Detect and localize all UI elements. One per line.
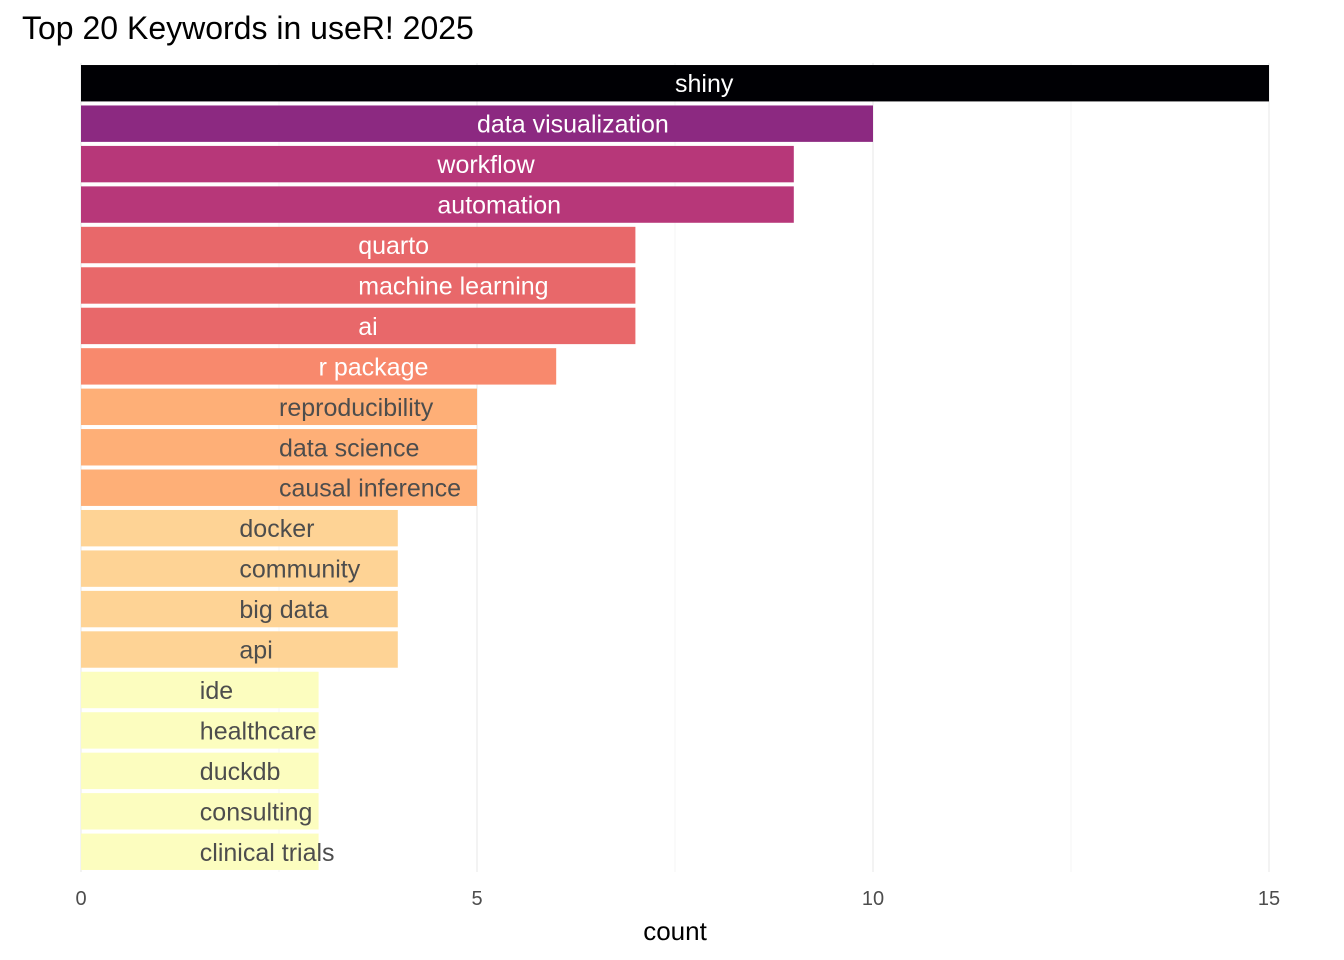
x-axis-ticks: 0 5 10 15: [75, 888, 1280, 910]
x-tick-label: 15: [1258, 888, 1280, 910]
bar-label: community: [239, 556, 360, 584]
bar-big-data: [81, 590, 398, 628]
bar-label: automation: [437, 192, 561, 220]
bar-label: data visualization: [477, 111, 669, 139]
bar-shiny: [81, 65, 1269, 102]
bar-label: big data: [239, 596, 328, 624]
bar-data-visualization: [81, 105, 873, 142]
bar-label: reproducibility: [279, 394, 434, 422]
bar-data-science: [81, 429, 477, 466]
bar-label: causal inference: [279, 475, 461, 503]
bar-label: api: [239, 637, 272, 665]
bar-label: clinical trials: [200, 839, 335, 867]
bar-ai: [81, 307, 636, 345]
bar-duckdb: [81, 752, 319, 790]
bar-label: machine learning: [358, 272, 548, 300]
bar-label: healthcare: [200, 717, 317, 745]
x-axis-title: count: [643, 916, 707, 946]
bar-machine-learning: [81, 267, 636, 304]
x-tick-label: 10: [862, 888, 884, 910]
bar-label: workflow: [436, 151, 535, 179]
x-tick-label: 5: [471, 888, 482, 910]
bar-ide: [81, 671, 319, 709]
bar-api: [81, 631, 398, 668]
bar-label: consulting: [200, 798, 313, 826]
grid-lines: [80, 63, 1270, 872]
bar-community: [81, 550, 398, 587]
x-tick-label: 0: [75, 888, 86, 910]
bar-label: duckdb: [200, 758, 281, 786]
bar-r-package: [81, 348, 557, 385]
bar-label: ai: [358, 313, 377, 341]
chart-title: Top 20 Keywords in useR! 2025: [22, 10, 474, 46]
bar-workflow: [81, 145, 794, 183]
bar-label: quarto: [358, 232, 429, 260]
bar-healthcare: [81, 712, 319, 749]
bar-label: docker: [239, 515, 314, 543]
bar-reproducibility: [81, 388, 477, 426]
bar-docker: [81, 509, 398, 547]
bar-label: shiny: [675, 70, 734, 98]
bar-label: r package: [319, 353, 429, 381]
bar-label: ide: [200, 677, 233, 705]
bar-quarto: [81, 226, 636, 264]
bar-consulting: [81, 793, 319, 830]
bar-clinical-trials: [81, 833, 319, 870]
bar-automation: [81, 186, 794, 223]
bar-causal-inference: [81, 469, 477, 506]
bar-label: data science: [279, 434, 419, 462]
